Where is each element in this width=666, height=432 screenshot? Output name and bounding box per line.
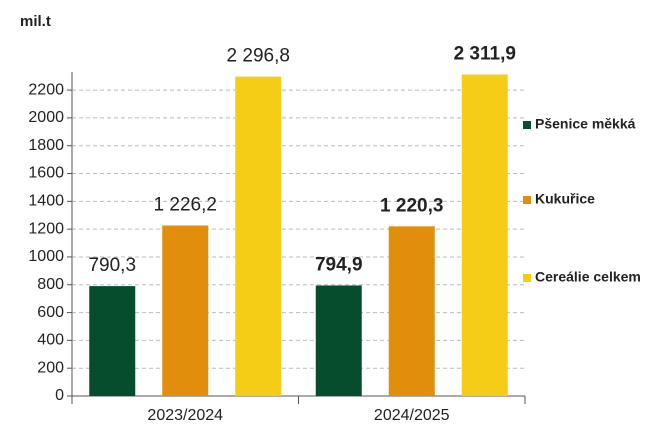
y-tick-label: 400 <box>37 332 64 349</box>
legend-label: Kukuřice <box>535 191 595 207</box>
y-axis-label: mil.t <box>20 13 51 30</box>
value-label: 790,3 <box>88 255 136 276</box>
y-tick-label: 2200 <box>28 81 64 98</box>
value-label: 2 311,9 <box>454 44 516 65</box>
bar <box>162 225 209 396</box>
y-tick-label: 2000 <box>28 109 64 126</box>
x-tick-label: 2024/2025 <box>374 407 450 424</box>
value-label: 2 296,8 <box>227 46 290 67</box>
y-tick-label: 800 <box>37 276 64 293</box>
value-label: 1 220,3 <box>380 195 443 216</box>
y-tick-label: 600 <box>37 304 64 321</box>
y-tick-label: 1200 <box>28 220 64 237</box>
x-tick-label: 2023/2024 <box>147 407 223 424</box>
bar <box>388 226 435 396</box>
bar <box>235 76 282 397</box>
value-label: 1 226,2 <box>154 195 217 216</box>
bar <box>89 286 136 396</box>
legend-swatch <box>523 121 531 129</box>
y-tick-label: 200 <box>37 359 64 376</box>
y-tick-label: 0 <box>55 387 64 404</box>
bar <box>461 74 508 396</box>
bar <box>315 285 362 396</box>
y-tick-label: 1600 <box>28 165 64 182</box>
legend-swatch <box>523 196 531 204</box>
legend-label: Cereálie celkem <box>535 269 641 285</box>
y-tick-label: 1000 <box>28 248 64 265</box>
y-tick-label: 1400 <box>28 193 64 210</box>
legend-label: Pšenice měkká <box>535 116 636 132</box>
y-tick-label: 1800 <box>28 137 64 154</box>
legend-swatch <box>523 274 531 282</box>
value-label: 794,9 <box>315 254 363 275</box>
